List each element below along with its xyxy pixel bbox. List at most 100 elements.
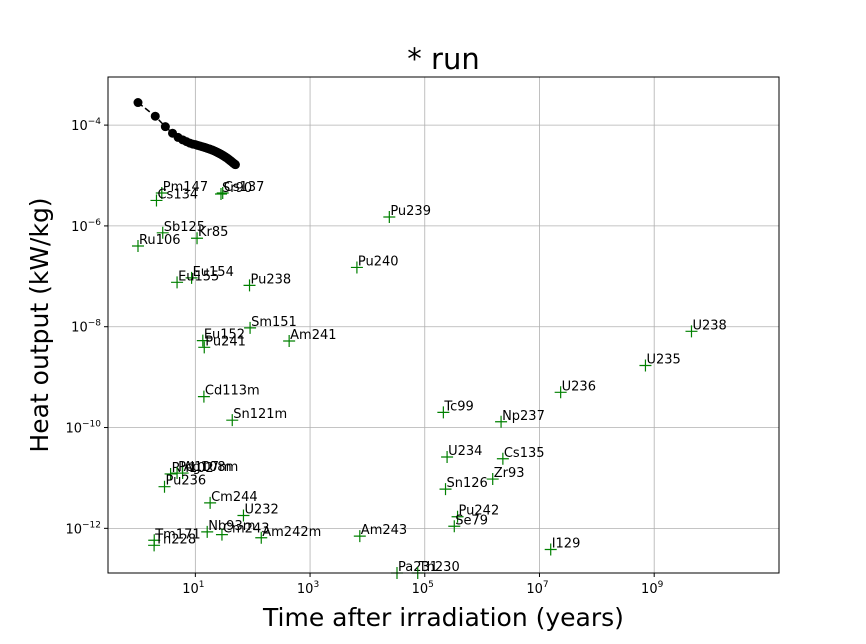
decay-heat-point <box>230 160 240 170</box>
nuclide-label: Tm171 <box>154 527 200 542</box>
nuclide-label: Pu239 <box>390 204 431 219</box>
nuclide-marker <box>204 496 217 509</box>
nuclide-label: U235 <box>646 353 680 368</box>
nuclide-label: Ru106 <box>139 233 181 248</box>
y-tick-label: 10−10 <box>65 420 101 437</box>
nuclide-label: Nb93m <box>208 519 255 534</box>
y-tick-label: 10−8 <box>71 319 101 336</box>
x-tick-base: 10 <box>182 582 199 597</box>
nuclide-marker <box>451 510 464 523</box>
nuclide-marker <box>350 261 363 274</box>
y-tick-exponent: −8 <box>88 319 102 329</box>
nuclide-marker <box>439 483 452 496</box>
nuclide-label: Zr93 <box>494 466 525 481</box>
nuclide-marker <box>131 239 144 252</box>
nuclide-label: U232 <box>244 502 278 517</box>
nuclide-marker <box>437 406 450 419</box>
decay-heat-point <box>133 98 143 108</box>
nuclide-label: Th230 <box>418 560 460 575</box>
x-tick-base: 10 <box>297 582 314 597</box>
decay-series <box>133 98 240 170</box>
nuclide-label: Ag108m <box>184 460 239 475</box>
nuclide-label: Eu155 <box>178 269 219 284</box>
nuclide-marker <box>554 386 567 399</box>
decay-heat-point <box>160 122 170 132</box>
x-tick-label: 107 <box>526 580 548 597</box>
nuclide-marker <box>176 467 189 480</box>
nuclide-label: Th228 <box>154 532 196 547</box>
y-tick-label: 10−6 <box>71 218 101 235</box>
x-tick-base: 10 <box>526 582 543 597</box>
y-tick-base: 10 <box>65 522 82 537</box>
x-tick-label: 105 <box>412 580 434 597</box>
nuclide-marker <box>185 271 198 284</box>
nuclide-marker <box>448 520 461 533</box>
nuclide-label: Sn121m <box>233 407 287 422</box>
nuclide-marker <box>171 276 184 289</box>
nuclide-label: Eu154 <box>193 265 234 280</box>
nuclide-marker <box>383 211 396 224</box>
nuclide-label: I129 <box>552 537 581 552</box>
x-tick-label: 109 <box>641 580 664 597</box>
y-tick-base: 10 <box>65 422 82 437</box>
nuclide-marker <box>196 334 209 347</box>
nuclide-marker <box>201 525 214 538</box>
x-tick-base: 10 <box>412 582 429 597</box>
nuclide-label: U234 <box>448 444 482 459</box>
chart-title: * run <box>407 42 479 76</box>
nuclide-marker <box>244 321 257 334</box>
nuclide-label: Sn126 <box>447 476 488 491</box>
nuclide-label: Pd107m <box>178 460 232 475</box>
y-tick-base: 10 <box>71 321 88 336</box>
nuclide-marker <box>237 509 250 522</box>
nuclide-marker <box>353 530 366 543</box>
nuclide-label: Pm147 <box>163 180 208 195</box>
nuclide-marker <box>150 194 163 207</box>
nuclide-marker <box>164 467 177 480</box>
y-tick-exponent: −12 <box>82 520 101 530</box>
nuclide-marker <box>441 451 454 464</box>
nuclide-marker <box>156 226 169 239</box>
x-tick-exponent: 1 <box>199 580 205 590</box>
nuclide-marker <box>255 531 268 544</box>
nuclide-marker <box>216 186 229 199</box>
nuclide-marker <box>198 341 211 354</box>
nuclide-label: Pu238 <box>251 272 292 287</box>
nuclide-marker <box>158 480 171 493</box>
nuclide-label: Tc99 <box>443 399 473 414</box>
plot-background <box>108 77 779 573</box>
nuclide-marker <box>486 473 499 486</box>
nuclide-label: Se79 <box>455 513 488 528</box>
grid <box>108 77 779 573</box>
y-tick-base: 10 <box>71 220 88 235</box>
nuclide-label: Cm244 <box>211 490 258 505</box>
nuclide-marker <box>685 325 698 338</box>
nuclide-label: Cs134 <box>157 187 198 202</box>
x-axis-ticks: 101 103 105 107 109 <box>182 573 664 597</box>
plot-frame <box>107 76 780 574</box>
y-tick-exponent: −6 <box>88 218 102 228</box>
nuclide-label: Sb125 <box>164 220 205 235</box>
nuclide-label: Sm151 <box>251 315 297 330</box>
x-tick-label: 101 <box>182 580 204 597</box>
nuclide-label: Eu152 <box>204 328 245 343</box>
nuclide-marker <box>197 390 210 403</box>
nuclide-marker <box>544 543 557 556</box>
nuclide-label: Cs135 <box>504 446 545 461</box>
nuclide-label: Am243 <box>361 523 407 538</box>
nuclide-marker <box>155 186 168 199</box>
nuclide-marker <box>639 359 652 372</box>
nuclide-label: Sr90 <box>222 181 252 196</box>
nuclide-marker <box>226 414 239 427</box>
nuclide-label: Pu240 <box>358 254 399 269</box>
nuclide-label: Am242m <box>262 525 321 540</box>
y-axis-title: Heat output (kW/kg) <box>25 197 54 452</box>
nuclide-label: Kr85 <box>198 225 228 240</box>
nuclide-marker <box>495 415 508 428</box>
nuclide-marker <box>214 187 227 200</box>
x-tick-exponent: 3 <box>313 580 319 590</box>
nuclide-marker <box>215 528 228 541</box>
